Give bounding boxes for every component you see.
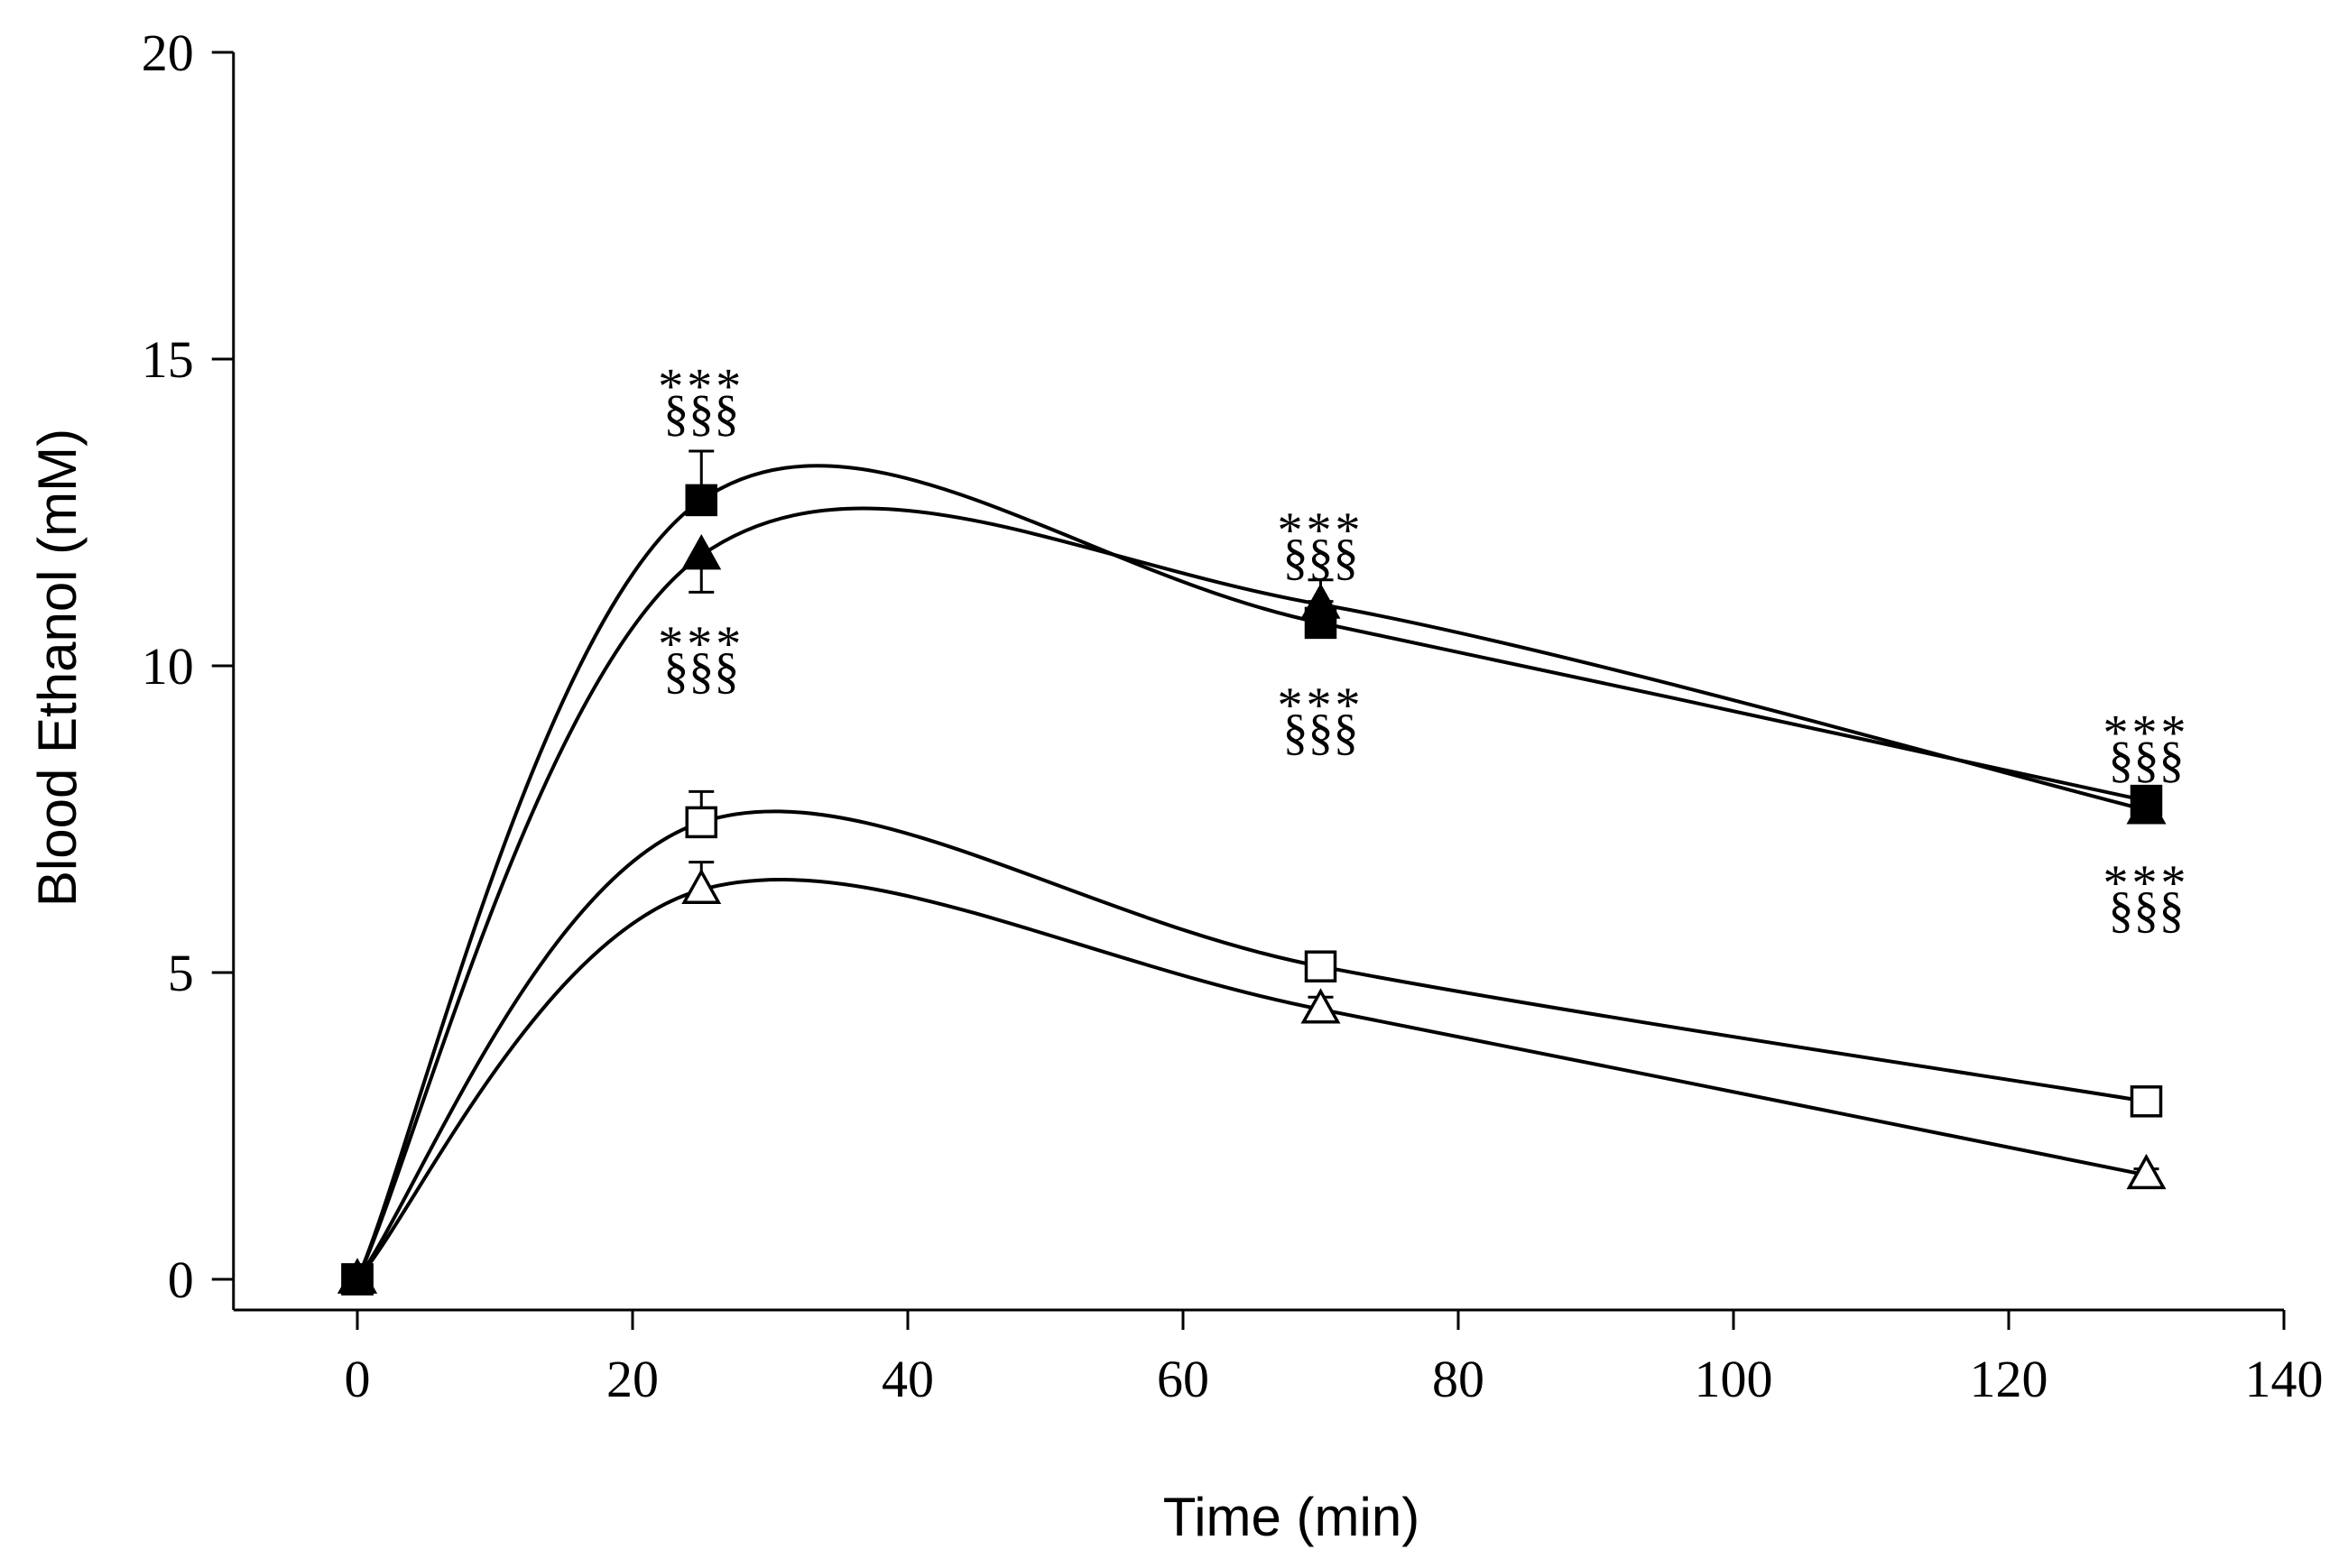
error-bars — [689, 449, 2159, 1176]
annotation-sections: §§§ — [663, 385, 739, 441]
x-axis-title: Time (min) — [1163, 1487, 1419, 1547]
annotation-asterisks: *** — [658, 358, 744, 414]
annotation-asterisks: *** — [2103, 706, 2190, 761]
point-open-triangle — [1300, 988, 1341, 1024]
point-filled-square — [341, 1263, 374, 1296]
x-tick-label: 140 — [2245, 1350, 2324, 1408]
x-tick-label: 0 — [345, 1350, 371, 1408]
annotation-sections: §§§ — [1283, 530, 1359, 586]
x-tick-label: 100 — [1695, 1350, 1773, 1408]
annotation-sections: §§§ — [2109, 733, 2185, 789]
x-tick-label: 20 — [606, 1350, 659, 1408]
point-open-triangle — [2126, 1153, 2167, 1190]
point-open-square — [1304, 950, 1337, 982]
point-open-square — [2130, 1085, 2163, 1118]
series-line-filled-triangle — [356, 506, 2147, 1280]
annotation-asterisks: *** — [658, 616, 744, 672]
x-tick-label: 80 — [1432, 1350, 1484, 1408]
point-filled-square — [1304, 606, 1337, 640]
y-tick-label: 10 — [142, 637, 194, 696]
point-filled-square — [2130, 784, 2163, 817]
point-filled-triangle — [681, 534, 722, 570]
data-markers — [337, 484, 2167, 1296]
point-open-triangle — [681, 868, 722, 904]
annotation-sections: §§§ — [1283, 705, 1359, 761]
point-filled-square — [685, 484, 717, 517]
annotation-sections: §§§ — [2109, 882, 2185, 938]
point-open-square — [685, 806, 717, 839]
annotation-sections: §§§ — [663, 643, 739, 699]
axes: 0 5 10 15 20 0 20 40 60 80 100 120 140 — [142, 23, 2324, 1408]
y-tick-label: 5 — [168, 944, 194, 1002]
series-line-filled-square — [356, 464, 2147, 1280]
y-tick-label: 15 — [142, 330, 194, 389]
series-line-open-square — [356, 809, 2147, 1281]
fitted-curves — [356, 464, 2147, 1281]
annotation-asterisks: *** — [1278, 503, 1364, 558]
x-tick-label: 40 — [882, 1350, 934, 1408]
x-tick-label: 60 — [1157, 1350, 1209, 1408]
y-axis-title: Blood Ethanol (mM) — [27, 429, 88, 907]
significance-annotations: ***§§§***§§§***§§§***§§§ ***§§§***§§§ — [658, 358, 2190, 938]
y-tick-label: 20 — [142, 23, 194, 82]
annotation-asterisks: *** — [2103, 855, 2190, 911]
series-line-open-triangle — [356, 878, 2147, 1281]
annotation-asterisks: *** — [1278, 678, 1364, 733]
y-tick-label: 0 — [168, 1250, 194, 1309]
x-tick-label: 120 — [1970, 1350, 2048, 1408]
